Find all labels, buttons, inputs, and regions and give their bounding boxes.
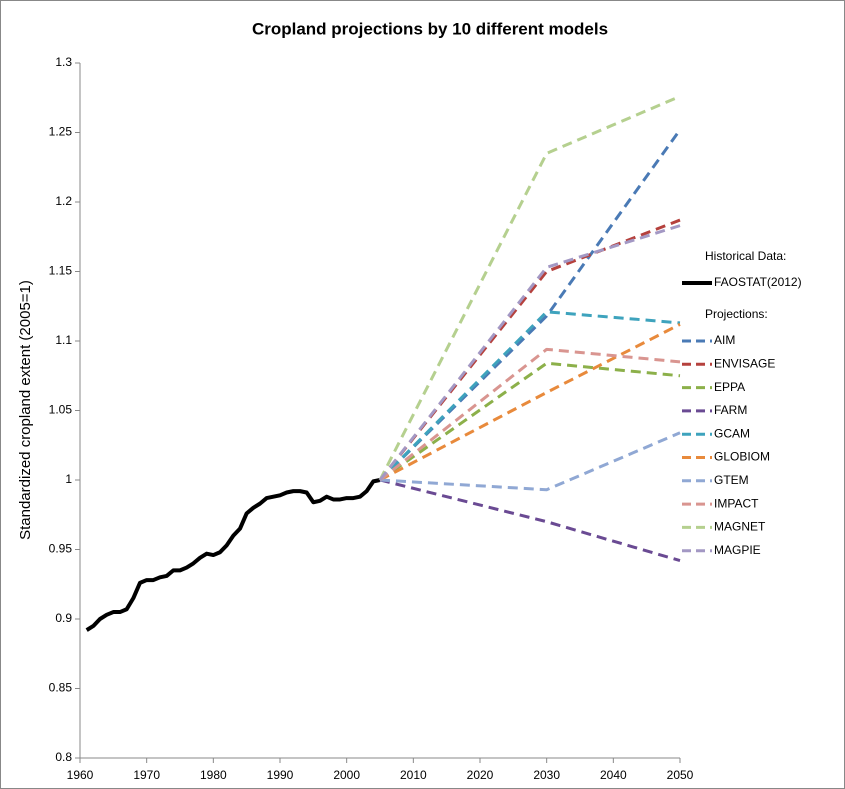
legend-label: EPPA (714, 380, 745, 394)
series-line (378, 128, 682, 482)
x-tick-label: 1980 (200, 768, 227, 782)
series-line (379, 431, 681, 492)
y-axis-label: Standardized cropland extent (2005=1) (17, 280, 34, 540)
x-tick-label: 1970 (133, 768, 160, 782)
y-tick-label: 1.15 (49, 264, 73, 278)
y-tick-label: 1.1 (55, 333, 72, 347)
legend-label: AIM (714, 333, 735, 347)
x-tick-label: 2050 (667, 768, 694, 782)
series-line (379, 361, 681, 482)
legend-label: FAOSTAT(2012) (714, 275, 802, 289)
series-line (379, 478, 681, 563)
series-line (85, 478, 381, 632)
y-tick-label: 0.85 (49, 681, 73, 695)
legend-label: MAGPIE (714, 543, 761, 557)
series-line (379, 347, 681, 482)
legend-label: GLOBIOM (714, 450, 770, 464)
x-tick-label: 1990 (267, 768, 294, 782)
x-tick-label: 1960 (67, 768, 94, 782)
y-tick-label: 1.05 (49, 403, 73, 417)
y-tick-label: 0.95 (49, 542, 73, 556)
legend-label: GTEM (714, 473, 749, 487)
y-tick-label: 1.25 (49, 125, 73, 139)
x-tick-label: 2020 (467, 768, 494, 782)
x-tick-label: 2000 (333, 768, 360, 782)
y-tick-label: 0.8 (55, 750, 72, 764)
x-tick-label: 2030 (533, 768, 560, 782)
y-tick-label: 1.2 (55, 194, 72, 208)
y-tick-label: 1 (65, 472, 72, 486)
legend-label: MAGNET (714, 520, 766, 534)
x-tick-label: 2040 (600, 768, 627, 782)
y-tick-label: 0.9 (55, 611, 72, 625)
legend-label: FARM (714, 403, 747, 417)
legend-heading: Projections: (705, 307, 768, 321)
chart-title: Cropland projections by 10 different mod… (252, 19, 608, 38)
legend-label: ENVISAGE (714, 356, 775, 370)
x-tick-label: 2010 (400, 768, 427, 782)
legend-label: GCAM (714, 426, 750, 440)
legend-heading: Historical Data: (705, 249, 786, 263)
series-line (378, 310, 681, 482)
y-tick-label: 1.3 (55, 55, 72, 69)
series-line (379, 322, 681, 482)
legend-label: IMPACT (714, 496, 759, 510)
